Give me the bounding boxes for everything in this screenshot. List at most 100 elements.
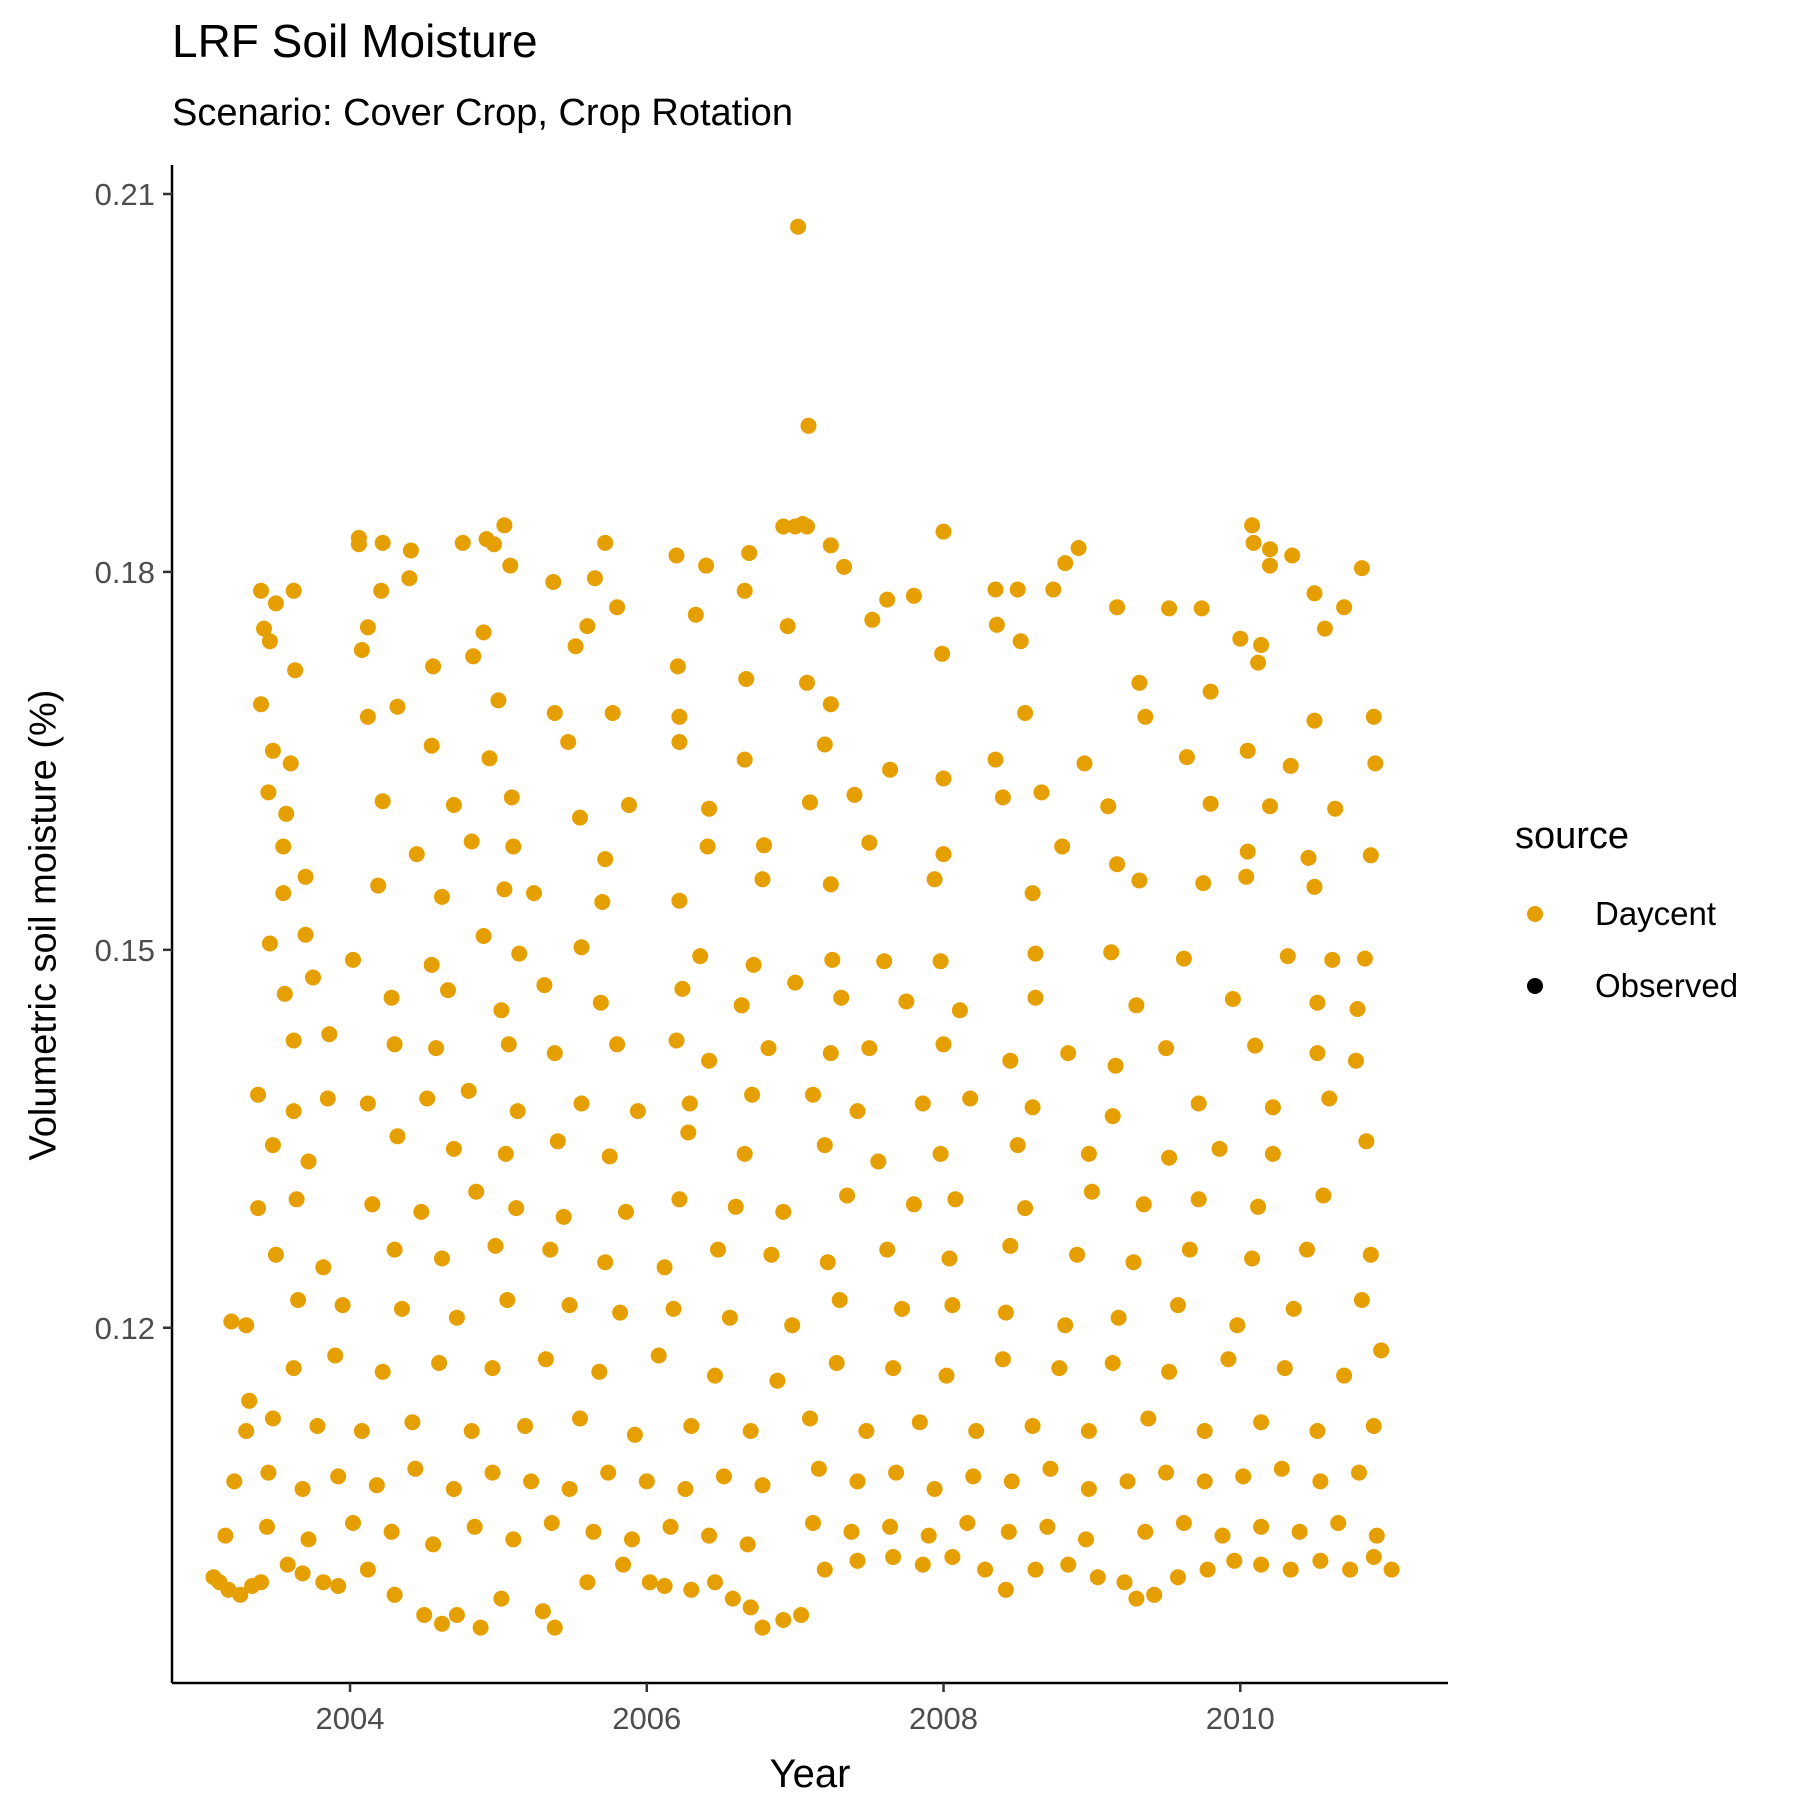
point-daycent (561, 1481, 578, 1497)
point-daycent (794, 516, 811, 532)
point-daycent (546, 705, 563, 721)
point-daycent (267, 1246, 284, 1263)
point-daycent (475, 624, 492, 641)
point-daycent (733, 997, 750, 1014)
point-daycent (831, 1292, 848, 1308)
point-daycent (870, 1153, 887, 1170)
point-daycent (1247, 1037, 1264, 1054)
chart-subtitle: Scenario: Cover Crop, Crop Rotation (172, 92, 793, 134)
point-daycent (638, 1473, 655, 1490)
point-daycent (861, 1040, 878, 1057)
point-daycent (1264, 1099, 1281, 1116)
point-daycent (389, 1128, 406, 1145)
y-tick-label: 0.15 (95, 933, 155, 968)
point-daycent (775, 1203, 792, 1220)
point-daycent (1262, 541, 1278, 558)
point-daycent (264, 742, 281, 759)
point-daycent (353, 1423, 370, 1439)
point-daycent (1017, 1200, 1034, 1217)
point-daycent (573, 1095, 590, 1112)
point-daycent (238, 1317, 255, 1334)
point-daycent (1125, 1254, 1142, 1271)
point-daycent (1262, 798, 1278, 815)
point-daycent (756, 837, 772, 854)
point-daycent (1253, 637, 1270, 653)
point-daycent (1069, 1246, 1086, 1263)
point-daycent (253, 1574, 269, 1591)
point-daycent (604, 705, 621, 721)
point-daycent (1353, 1292, 1370, 1308)
point-daycent (662, 1518, 679, 1535)
point-daycent (822, 1045, 839, 1062)
point-daycent (226, 1473, 243, 1490)
point-daycent (787, 974, 804, 991)
point-daycent (816, 1137, 833, 1154)
point-daycent (287, 662, 304, 679)
point-daycent (1306, 712, 1323, 729)
point-daycent (784, 1317, 801, 1334)
point-daycent (586, 570, 603, 587)
point-daycent (816, 736, 833, 753)
point-daycent (775, 1612, 792, 1628)
point-daycent (1193, 600, 1210, 617)
point-daycent (1262, 557, 1278, 574)
point-daycent (440, 982, 456, 999)
point-daycent (935, 770, 952, 787)
point-daycent (373, 582, 390, 599)
point-daycent (408, 846, 425, 863)
point-daycent (466, 1518, 483, 1535)
point-daycent (926, 871, 943, 888)
point-daycent (701, 1527, 718, 1544)
point-daycent (1103, 944, 1120, 961)
point-daycent (736, 582, 753, 599)
point-daycent (505, 838, 522, 855)
point-daycent (935, 846, 952, 863)
point-daycent (285, 1032, 302, 1049)
point-daycent (319, 1090, 336, 1107)
point-daycent (1358, 1133, 1375, 1150)
point-daycent (1000, 1523, 1017, 1540)
point-daycent (932, 1145, 949, 1162)
point-daycent (509, 1103, 526, 1120)
point-daycent (1373, 1342, 1390, 1359)
legend-item-daycent: Daycent (1515, 878, 1738, 950)
point-daycent (500, 1036, 517, 1053)
axes: 0.12 0.15 0.18 0.21 2004 2006 2008 2010 (95, 165, 1448, 1736)
point-daycent (359, 708, 376, 725)
y-tick-label: 0.18 (95, 555, 155, 590)
point-daycent (944, 1297, 961, 1314)
point-daycent (914, 1556, 931, 1573)
point-daycent (404, 1414, 421, 1431)
point-daycent (1131, 674, 1148, 691)
point-daycent (350, 536, 367, 553)
point-daycent (259, 1518, 275, 1535)
point-daycent (321, 1026, 338, 1043)
point-daycent (261, 633, 278, 650)
point-daycent (724, 1590, 741, 1607)
point-daycent (345, 951, 361, 968)
point-daycent (932, 953, 949, 970)
point-daycent (1224, 991, 1241, 1007)
point-daycent (687, 606, 704, 623)
point-daycent (493, 1002, 510, 1019)
point-daycent (560, 734, 577, 750)
point-daycent (496, 881, 513, 898)
point-daycent (683, 1581, 700, 1598)
point-daycent (1356, 950, 1373, 967)
point-daycent (1245, 534, 1262, 551)
point-daycent (561, 1297, 578, 1314)
point-daycent (1104, 1355, 1121, 1371)
point-daycent (276, 985, 293, 1002)
point-daycent (754, 871, 771, 888)
legend-dot-daycent (1527, 906, 1543, 922)
point-daycent (434, 1615, 450, 1632)
point-daycent (626, 1426, 643, 1443)
point-daycent (879, 1241, 896, 1258)
point-daycent (285, 582, 302, 599)
point-daycent (1250, 654, 1267, 671)
point-daycent (1312, 1473, 1329, 1490)
point-daycent (876, 953, 893, 970)
point-daycent (805, 1515, 821, 1531)
point-daycent (1273, 1460, 1290, 1477)
point-daycent (920, 1527, 937, 1544)
